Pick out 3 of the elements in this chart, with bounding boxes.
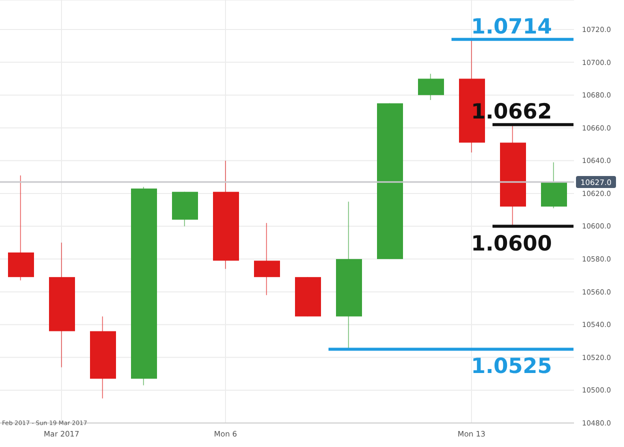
annotation: 1.0600 <box>470 231 552 256</box>
annotation: 1.0525 <box>470 354 552 378</box>
annotation: 1.0714 <box>470 14 552 38</box>
